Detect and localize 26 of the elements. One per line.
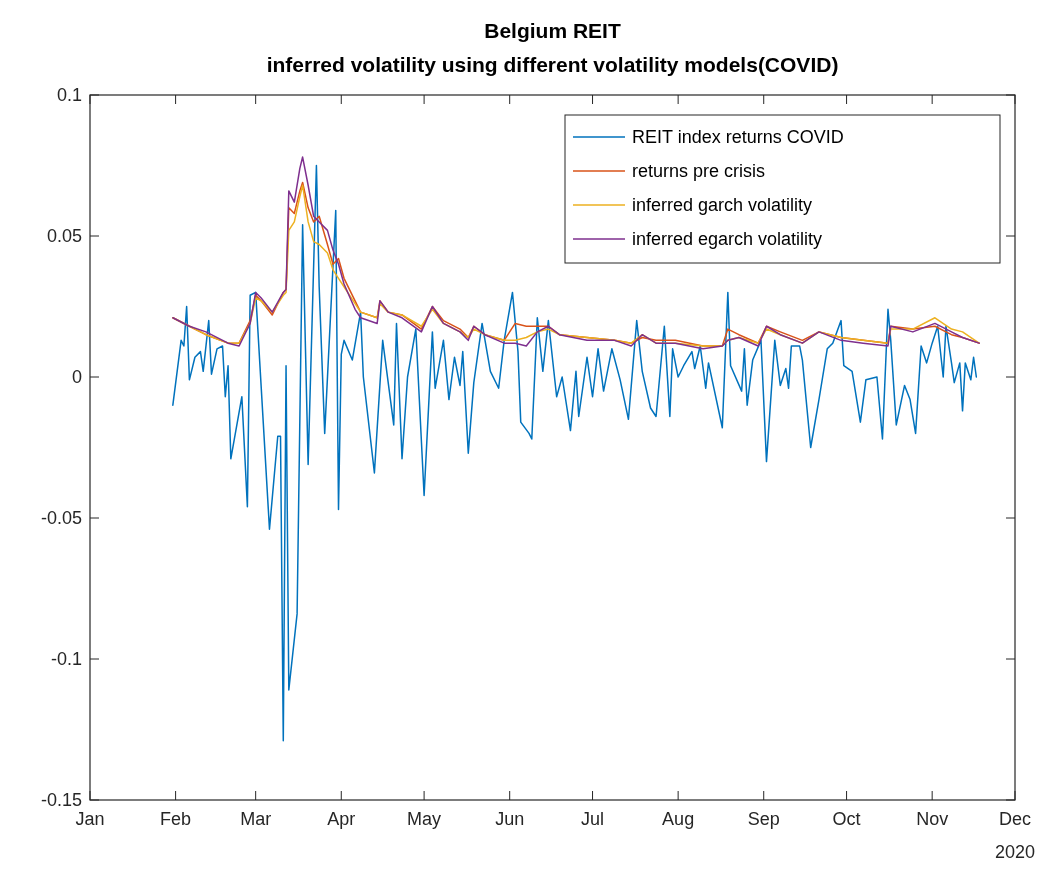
legend-label: returns pre crisis <box>632 161 766 181</box>
chart-subtitle: inferred volatility using different volatility models(COVID) <box>266 53 839 76</box>
y-tick-label: -0.05 <box>40 508 82 528</box>
line-series <box>172 164 978 742</box>
y-tick-label: -0.1 <box>50 649 82 669</box>
x-tick-label: Jun <box>495 809 525 829</box>
x-tick-label: Oct <box>832 809 861 829</box>
x-tick-label: Dec <box>998 809 1032 829</box>
x-tick-label: Feb <box>160 809 192 829</box>
legend-label: inferred garch volatility <box>632 195 813 215</box>
x-tick-label: Nov <box>916 809 949 829</box>
y-tick-label: -0.15 <box>40 790 82 810</box>
chart-title: Belgium REIT <box>484 19 621 42</box>
x-tick-label: May <box>407 809 442 829</box>
y-tick-label: 0.05 <box>46 226 82 246</box>
x-tick-label: Jan <box>75 809 105 829</box>
y-tick-label: 0.1 <box>56 85 82 105</box>
x-tick-label: Mar <box>240 809 272 829</box>
legend-label: REIT index returns COVID <box>632 127 844 147</box>
legend-label: inferred egarch volatility <box>632 229 823 249</box>
x-tick-label: Apr <box>327 809 356 829</box>
y-tick-label: 0 <box>71 367 82 387</box>
x-tick-label: Sep <box>747 809 780 829</box>
x-tick-label: Jul <box>581 809 605 829</box>
x-tick-label: Aug <box>662 809 695 829</box>
text: 2020 <box>994 842 1036 862</box>
